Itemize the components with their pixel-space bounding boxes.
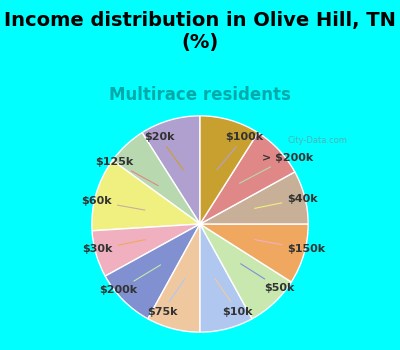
Wedge shape: [200, 224, 252, 332]
Wedge shape: [92, 160, 200, 231]
Text: > $200k: > $200k: [240, 153, 314, 183]
Text: Income distribution in Olive Hill, TN
(%): Income distribution in Olive Hill, TN (%…: [4, 11, 396, 52]
Text: $60k: $60k: [81, 196, 145, 210]
Wedge shape: [148, 224, 200, 332]
Text: Multirace residents: Multirace residents: [109, 86, 291, 104]
Text: City-Data.com: City-Data.com: [288, 136, 348, 145]
Text: $125k: $125k: [96, 157, 158, 186]
Text: $75k: $75k: [147, 279, 185, 317]
Wedge shape: [200, 116, 258, 224]
Text: $50k: $50k: [240, 264, 295, 293]
Text: $10k: $10k: [215, 279, 253, 317]
Wedge shape: [200, 224, 291, 319]
Wedge shape: [105, 224, 200, 319]
Text: $20k: $20k: [144, 132, 183, 170]
Text: $150k: $150k: [255, 240, 325, 254]
Wedge shape: [200, 224, 308, 282]
Wedge shape: [142, 116, 200, 224]
Wedge shape: [200, 172, 308, 224]
Text: $100k: $100k: [217, 132, 264, 170]
Wedge shape: [92, 224, 200, 276]
Wedge shape: [200, 133, 295, 224]
Text: $30k: $30k: [82, 240, 145, 254]
Text: $40k: $40k: [255, 194, 318, 208]
Text: $200k: $200k: [100, 265, 160, 295]
Wedge shape: [112, 133, 200, 224]
